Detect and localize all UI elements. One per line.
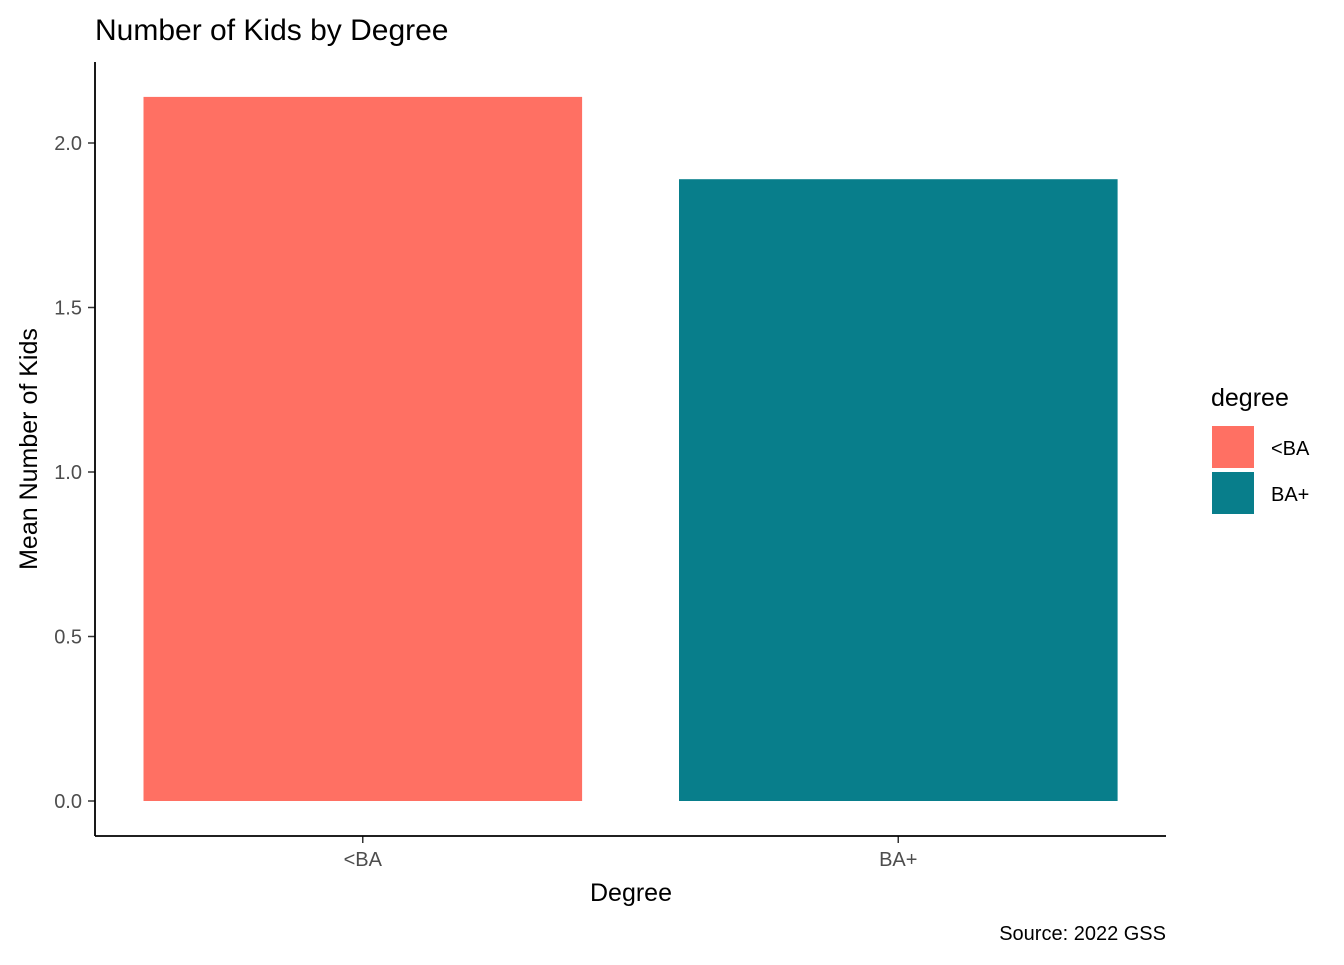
legend-title: degree — [1211, 384, 1289, 412]
y-tick-label: 0.0 — [54, 791, 82, 813]
legend: degree <BA BA+ — [1210, 384, 1310, 516]
source-caption: Source: 2022 GSS — [999, 923, 1166, 945]
y-tick-label: 1.0 — [54, 462, 82, 484]
y-tick-label: 2.0 — [54, 133, 82, 155]
x-axis-ticks: <BA BA+ — [344, 836, 917, 871]
y-axis-ticks: 0.0 0.5 1.0 1.5 2.0 — [54, 133, 95, 813]
y-tick-label: 1.5 — [54, 298, 82, 320]
legend-label: <BA — [1271, 438, 1310, 460]
chart-title: Number of Kids by Degree — [95, 14, 449, 47]
legend-key-ba-plus — [1210, 470, 1256, 516]
x-tick-label: BA+ — [879, 849, 917, 871]
x-tick-label: <BA — [344, 849, 383, 871]
bars-group — [143, 96, 1118, 801]
x-axis-label: Degree — [590, 879, 672, 907]
legend-label: BA+ — [1271, 484, 1309, 506]
bar-ba-plus — [679, 179, 1118, 801]
y-tick-label: 0.5 — [54, 627, 82, 649]
y-axis-label: Mean Number of Kids — [15, 328, 43, 570]
legend-key-less-than-ba — [1210, 424, 1256, 470]
bar-less-than-ba — [143, 96, 583, 801]
